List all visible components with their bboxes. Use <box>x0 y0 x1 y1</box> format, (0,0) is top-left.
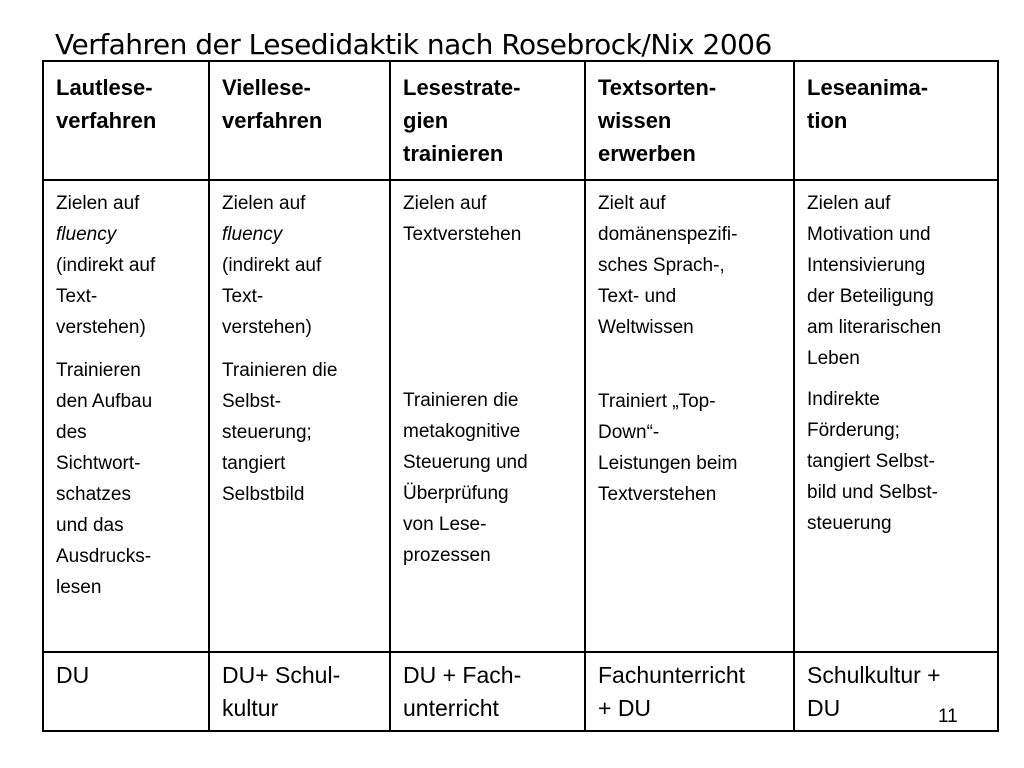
goal-text: Zielt auf domänenspezifi- sches Sprach-,… <box>598 193 738 338</box>
content-row: Zielen auf fluency (indirekt auf Text- ver… <box>42 179 999 653</box>
header-cell-leseanimation: Leseanima- tion <box>793 60 999 181</box>
context-row: DU DU+ Schul- kultur DU + Fach- unterric… <box>42 651 999 732</box>
content-cell-leseanimation: Zielen auf Motivation und Intensivierung… <box>793 179 999 653</box>
training-text: Trainieren den Aufbau des Sichtwort- sch… <box>56 360 153 598</box>
header-cell-lautlese: Lautlese- verfahren <box>42 60 210 181</box>
header-label: Textsorten- wissen erwerben <box>598 75 717 166</box>
content-cell-lautlese: Zielen auf fluency (indirekt auf Text- ver… <box>42 179 210 653</box>
goal-text: Zielen auf fluency (indirekt auf Text- ver… <box>222 193 322 338</box>
context-text: DU+ Schul- kultur <box>222 662 341 721</box>
content-cell-textsortenwissen: Zielt auf domänenspezifi- sches Sprach-,… <box>584 179 795 653</box>
context-cell: DU+ Schul- kultur <box>208 651 391 732</box>
context-text: DU <box>56 662 90 688</box>
training-text: Trainieren die metakognitive Steuerung u… <box>403 390 528 566</box>
header-cell-lesestrategien: Lesestrate- gien trainieren <box>389 60 586 181</box>
header-label: Lesestrate- gien trainieren <box>403 75 521 166</box>
context-cell: Fachunterricht + DU <box>584 651 795 732</box>
context-text: Fachunterricht + DU <box>598 662 746 721</box>
training-text: Trainiert „Top- Down“- Leistungen beim T… <box>598 391 738 505</box>
didactics-table: Lautlese- verfahren Viellese- verfahren … <box>42 60 999 732</box>
context-cell: DU + Fach- unterricht <box>389 651 586 732</box>
page-number: 11 <box>938 706 958 727</box>
training-text: Trainieren die Selbst- steuerung; tangie… <box>222 360 338 505</box>
header-cell-textsortenwissen: Textsorten- wissen erwerben <box>584 60 795 181</box>
context-cell: Schulkultur + DU <box>793 651 999 732</box>
header-label: Viellese- verfahren <box>222 75 323 133</box>
header-label: Leseanima- tion <box>807 75 929 133</box>
context-cell: DU <box>42 651 210 732</box>
context-text: DU + Fach- unterricht <box>403 662 522 721</box>
header-row: Lautlese- verfahren Viellese- verfahren … <box>42 60 999 181</box>
content-cell-lesestrategien: Zielen auf Textverstehen Trainieren die … <box>389 179 586 653</box>
training-text: Indirekte Förderung; tangiert Selbst- bi… <box>807 389 938 534</box>
content-cell-viellese: Zielen auf fluency (indirekt auf Text- ver… <box>208 179 391 653</box>
header-cell-viellese: Viellese- verfahren <box>208 60 391 181</box>
header-label: Lautlese- verfahren <box>56 75 157 133</box>
page-title: Verfahren der Lesedidaktik nach Rosebroc… <box>55 28 772 61</box>
goal-text: Zielen auf Motivation und Intensivierung… <box>807 193 942 369</box>
goal-text: Zielen auf fluency (indirekt auf Text- ver… <box>56 193 156 338</box>
goal-text: Zielen auf Textverstehen <box>403 193 522 245</box>
context-text: Schulkultur + DU <box>807 662 941 721</box>
